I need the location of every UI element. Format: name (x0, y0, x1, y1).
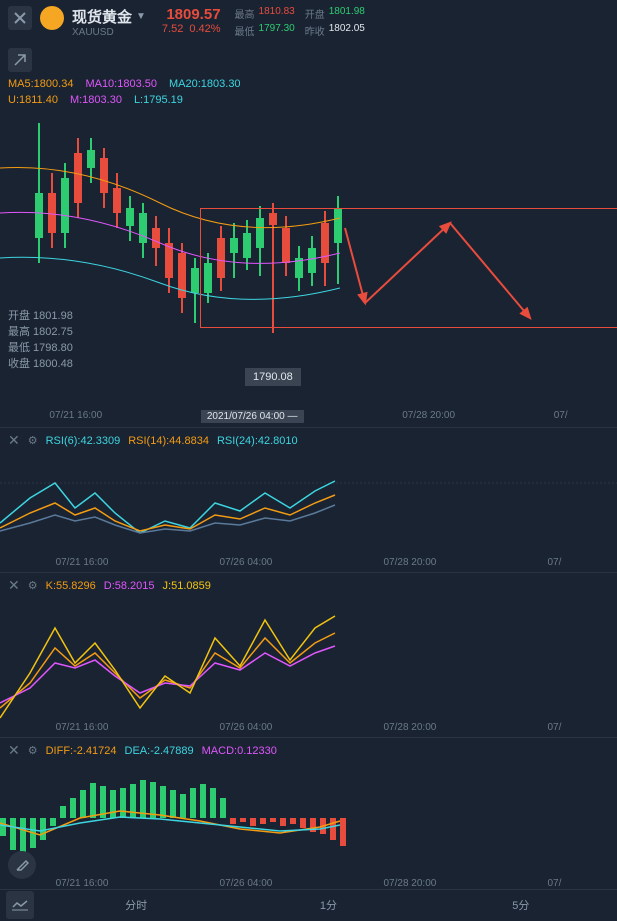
title-block: 现货黄金 ▼ XAUUSD (72, 6, 146, 38)
macd-settings-icon[interactable]: ⚙ (28, 744, 38, 757)
macd-chart[interactable] (0, 763, 617, 873)
rsi6-label: RSI(6):42.3309 (46, 435, 121, 447)
ohlc-tooltip: 开盘 1801.98 最高 1802.75 最低 1798.80 收盘 1800… (8, 308, 73, 372)
stats-block: 最高1810.83开盘1801.98 最低1797.30昨收1802.05 (235, 6, 365, 38)
price-block: 1809.57 7.52 0.42% (162, 6, 221, 35)
timeframe-5m[interactable]: 5分 (425, 889, 617, 921)
kdj-j-label: J:51.0859 (163, 580, 211, 592)
macd-close-icon[interactable]: ✕ (8, 742, 20, 759)
boll-u-label: U:1811.40 (8, 94, 58, 106)
rsi-close-icon[interactable]: ✕ (8, 432, 20, 449)
rsi14-label: RSI(14):44.8834 (128, 435, 209, 447)
crosshair-tool[interactable] (8, 48, 32, 72)
rsi-chart[interactable] (0, 453, 617, 558)
kdj-d-label: D:58.2015 (104, 580, 155, 592)
main-time-axis: 07/21 16:00 2021/07/26 04:00 — 07/28 20:… (0, 410, 617, 423)
close-button[interactable] (8, 6, 32, 30)
kdj-settings-icon[interactable]: ⚙ (28, 579, 38, 592)
gold-icon (40, 6, 64, 30)
kdj-close-icon[interactable]: ✕ (8, 577, 20, 594)
rsi24-label: RSI(24):42.8010 (217, 435, 298, 447)
rsi-time-axis: 07/21 16:00 07/26 04:00 07/28 20:00 07/ (0, 557, 617, 568)
timeframe-1m[interactable]: 1分 (232, 889, 424, 921)
instrument-symbol: XAUUSD (72, 27, 146, 38)
edit-button[interactable] (8, 851, 36, 879)
rectangle-annotation[interactable] (200, 208, 617, 328)
timeframe-tick[interactable]: 分时 (40, 889, 232, 921)
price-change: 7.52 (162, 23, 183, 35)
ma10-label: MA10:1803.50 (85, 78, 157, 90)
ma20-label: MA20:1803.30 (169, 78, 241, 90)
kdj-chart[interactable] (0, 598, 617, 723)
indicator-toggle[interactable] (6, 891, 34, 919)
ma5-label: MA5:1800.34 (8, 78, 73, 90)
kdj-panel: ✕ ⚙ K:55.8296 D:58.2015 J:51.0859 07/21 … (0, 573, 617, 738)
boll-l-label: L:1795.19 (134, 94, 183, 106)
boll-indicators: U:1811.40 M:1803.30 L:1795.19 (0, 92, 617, 108)
macd-diff-label: DIFF:-2.41724 (46, 745, 117, 757)
dropdown-icon[interactable]: ▼ (136, 11, 146, 22)
macd-macd-label: MACD:0.12330 (202, 745, 277, 757)
kdj-time-axis: 07/21 16:00 07/26 04:00 07/28 20:00 07/ (0, 722, 617, 733)
ma-indicators: MA5:1800.34 MA10:1803.50 MA20:1803.30 (0, 76, 617, 92)
header: 现货黄金 ▼ XAUUSD 1809.57 7.52 0.42% 最高1810.… (0, 0, 617, 44)
main-chart[interactable]: 开盘 1801.98 最高 1802.75 最低 1798.80 收盘 1800… (0, 108, 617, 428)
price-change-pct: 0.42% (189, 23, 220, 35)
macd-panel: ✕ ⚙ DIFF:-2.41724 DEA:-2.47889 MACD:0.12… (0, 738, 617, 893)
boll-m-label: M:1803.30 (70, 94, 122, 106)
instrument-title: 现货黄金 (72, 6, 132, 27)
timeframe-bar: 分时 1分 5分 (0, 889, 617, 919)
macd-dea-label: DEA:-2.47889 (125, 745, 194, 757)
current-price: 1809.57 (166, 6, 220, 23)
macd-time-axis: 07/21 16:00 07/26 04:00 07/28 20:00 07/ (0, 878, 617, 889)
price-tag: 1790.08 (245, 368, 301, 386)
kdj-k-label: K:55.8296 (46, 580, 96, 592)
rsi-panel: ✕ ⚙ RSI(6):42.3309 RSI(14):44.8834 RSI(2… (0, 428, 617, 573)
rsi-settings-icon[interactable]: ⚙ (28, 434, 38, 447)
